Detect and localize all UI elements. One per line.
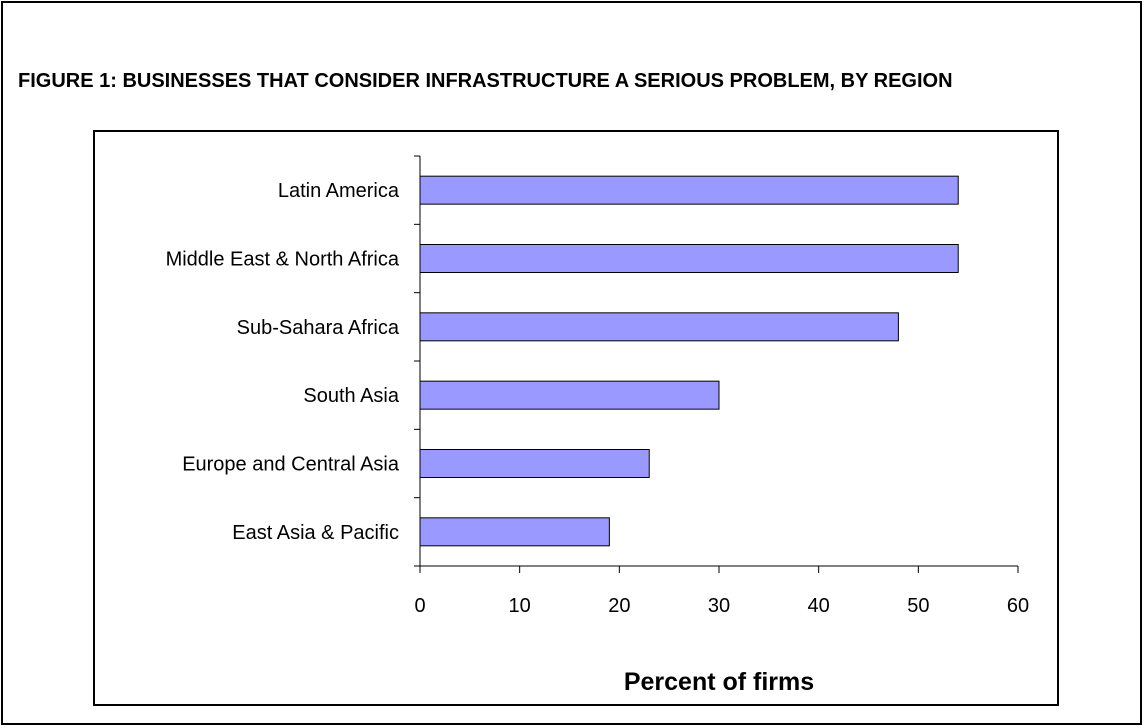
plot-area-border [93, 130, 1059, 706]
bars [419, 175, 959, 547]
bar [419, 244, 959, 273]
x-axis-title: Percent of firms [624, 668, 814, 696]
bar [419, 175, 959, 205]
category-label: South Asia [303, 385, 400, 407]
x-tick-label: 50 [907, 595, 929, 617]
figure-title: FIGURE 1: BUSINESSES THAT CONSIDER INFRA… [18, 70, 953, 92]
x-tick-label: 20 [608, 595, 630, 617]
x-tick-labels: 0 10 20 30 40 50 60 [414, 595, 1029, 617]
category-label: Europe and Central Asia [182, 454, 400, 476]
x-tick-label: 40 [808, 595, 830, 617]
category-label: Middle East & North Africa [166, 249, 400, 271]
bar [419, 380, 720, 410]
axes [414, 155, 1019, 573]
x-tick-label: 60 [1007, 595, 1029, 617]
bar [419, 312, 899, 342]
x-tick-label: 0 [414, 595, 425, 617]
category-label: East Asia & Pacific [232, 522, 399, 544]
category-label: Sub-Sahara Africa [237, 317, 400, 339]
bar [419, 449, 650, 478]
x-tick-label: 30 [708, 595, 730, 617]
x-tick-label: 10 [509, 595, 531, 617]
category-labels: Latin America Middle East & North Africa S… [166, 180, 400, 544]
category-label: Latin America [278, 180, 400, 202]
bar [419, 517, 610, 547]
